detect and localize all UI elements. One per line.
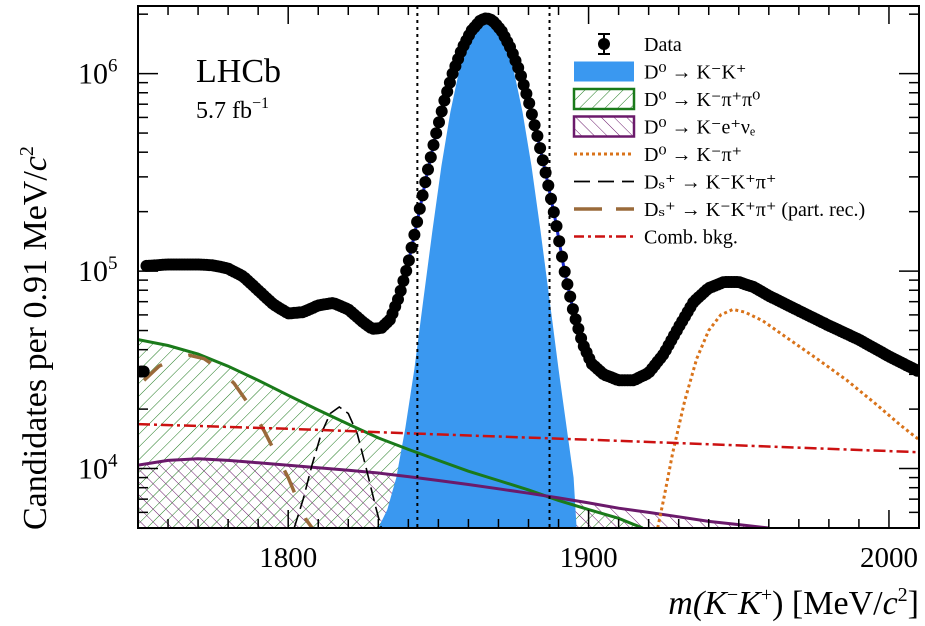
x-tick-label: 1800 — [259, 542, 317, 574]
data-point — [138, 365, 150, 378]
data-point — [556, 250, 568, 263]
series-misid-kpi-line — [656, 307, 919, 528]
legend-label: Dₛ⁺ → K⁻K⁺π⁺ — [644, 172, 776, 194]
axis-ticks: 1800 1900 2000 104 105 106 — [78, 6, 920, 574]
data-point — [402, 254, 415, 267]
legend-label: D⁰ → K⁻K⁺ — [644, 62, 746, 84]
series-comb-bkg-line — [138, 422, 919, 454]
data-point — [523, 97, 536, 110]
series-ds-partreco-line — [142, 353, 314, 528]
data-point — [427, 139, 440, 151]
legend-item: D⁰ → K⁻e⁺νₑ — [572, 115, 755, 139]
data-point — [441, 85, 454, 98]
data-point — [545, 192, 557, 205]
data-point — [566, 303, 579, 316]
data-point — [430, 127, 443, 140]
legend-swatch — [574, 61, 634, 82]
data-point — [419, 176, 432, 189]
y-tick-label: 106 — [78, 56, 118, 91]
data-point — [531, 130, 544, 142]
legend-swatch — [572, 87, 636, 111]
y-axis-label: Candidates per 0.91 MeV/c2 — [16, 146, 54, 530]
legend-label: Comb. bkg. — [644, 227, 738, 249]
legend-item: D⁰ → K⁻π⁺ — [574, 144, 742, 166]
data-point — [534, 142, 547, 155]
legend-label: D⁰ → K⁻π⁺π⁰ — [644, 89, 760, 111]
data-point — [525, 108, 538, 121]
data-point — [422, 163, 434, 176]
experiment-label: LHCb — [196, 53, 281, 90]
y-tick-label: 104 — [78, 451, 118, 486]
data-point — [536, 154, 549, 167]
data-point — [553, 235, 566, 248]
series-partreco-pipi0-line — [138, 338, 644, 528]
y-tick-label: 105 — [78, 253, 118, 288]
x-axis-label: m(K−K+) [MeV/c2] — [668, 584, 919, 622]
data-point — [433, 116, 445, 129]
data-point — [572, 322, 585, 335]
series-ds-kkpi-line — [293, 406, 383, 528]
data-point — [515, 69, 527, 82]
plot-area — [138, 6, 919, 528]
data-point — [528, 119, 541, 132]
data-point — [416, 189, 429, 202]
data-point — [394, 284, 407, 297]
x-tick-label: 2000 — [860, 542, 918, 574]
legend-label: Data — [644, 34, 682, 56]
data-point — [413, 202, 426, 215]
data-point — [443, 76, 456, 89]
data-point — [558, 265, 571, 278]
data-point — [408, 228, 421, 241]
data-point — [424, 151, 437, 164]
data-point — [542, 179, 555, 192]
data-point — [550, 220, 563, 233]
luminosity-label: 5.7 fb−1 — [196, 95, 269, 124]
data-point — [400, 264, 413, 277]
data-point — [564, 290, 577, 303]
data-point — [405, 241, 418, 254]
legend-item: Comb. bkg. — [574, 227, 738, 249]
data-point — [397, 274, 410, 287]
legend-item: Data — [598, 33, 682, 56]
data-point — [547, 206, 560, 219]
legend-label: D⁰ → K⁻π⁺ — [644, 144, 742, 166]
legend-item: Dₛ⁺ → K⁻K⁺π⁺ — [574, 172, 776, 194]
data-point — [561, 278, 574, 291]
series-signal-fill — [378, 19, 577, 528]
series-semileptonic-line — [138, 457, 769, 528]
legend-swatch — [572, 115, 636, 138]
legend-item: D⁰ → K⁻K⁺ — [574, 61, 746, 84]
data-point — [520, 87, 533, 100]
data-point — [435, 105, 448, 118]
legend-item: D⁰ → K⁻π⁺π⁰ — [572, 87, 760, 111]
legend: Data D⁰ → K⁻K⁺ D⁰ → K⁻π⁺π⁰ D⁰ → K⁻e⁺νₑ D⁰ → … — [572, 33, 865, 249]
legend-item: Dₛ⁺ → K⁻K⁺π⁺ (part. rec.) — [574, 199, 865, 221]
data-point — [569, 313, 582, 326]
x-tick-label: 1900 — [560, 542, 618, 574]
legend-label: Dₛ⁺ → K⁻K⁺π⁺ (part. rec.) — [644, 199, 865, 221]
legend-label: D⁰ → K⁻e⁺νₑ — [644, 117, 755, 139]
data-point — [411, 215, 424, 228]
